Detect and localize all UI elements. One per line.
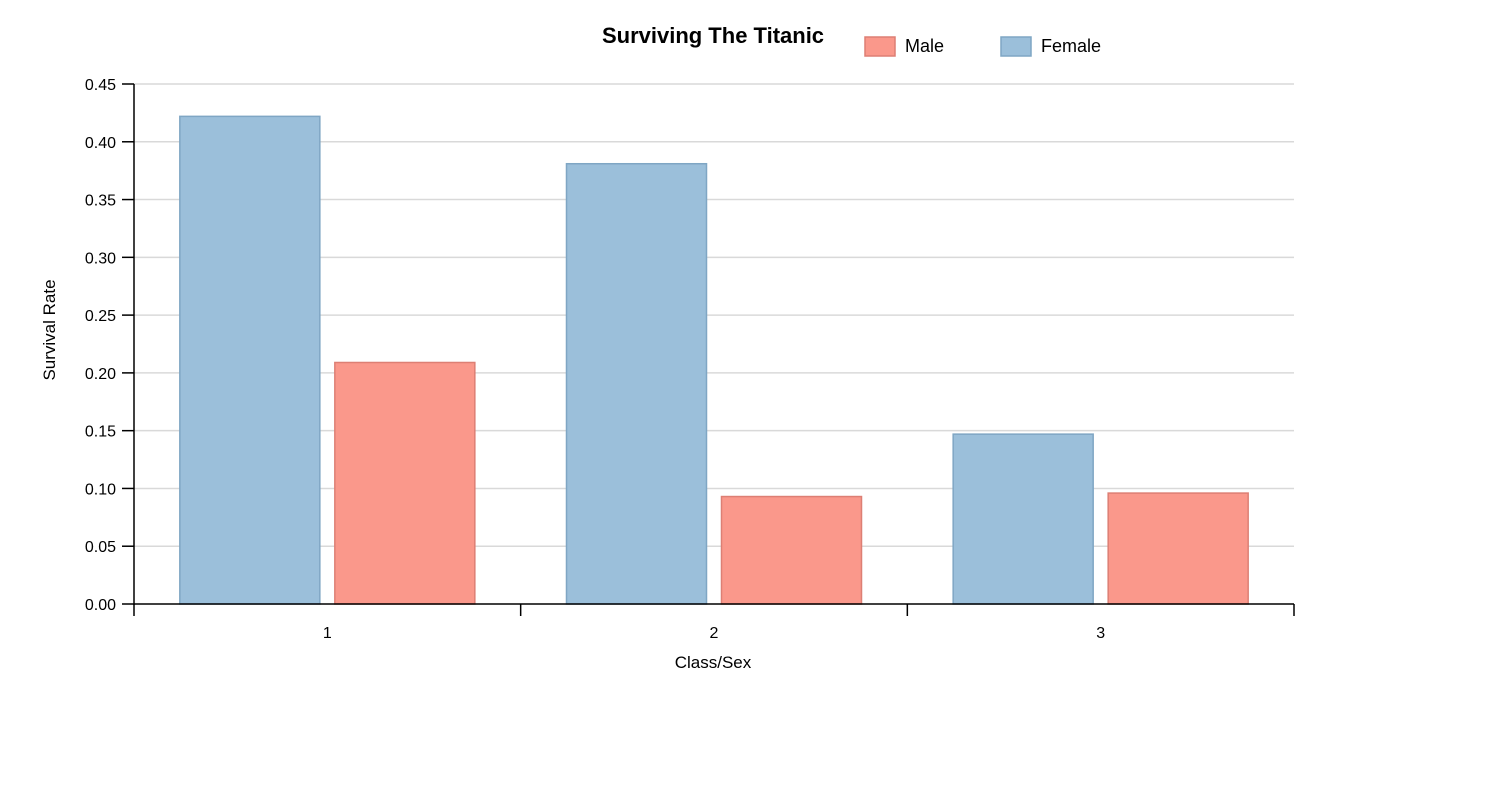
bar-female-class-2 (565, 162, 708, 605)
y-tick-label: 0.45 (85, 77, 116, 94)
y-tick-label: 0.10 (85, 481, 116, 498)
x-tick-label: 3 (1096, 625, 1105, 642)
y-tick-label: 0.35 (85, 193, 116, 210)
y-tick-label: 0.30 (85, 250, 116, 267)
bar-male-class-2 (720, 495, 863, 605)
y-axis-label: Survival Rate (40, 279, 59, 380)
legend: Male Female (864, 36, 1101, 57)
chart-title: Surviving The Titanic (602, 23, 824, 48)
x-tick-label: 2 (710, 625, 719, 642)
y-tick-label: 0.20 (85, 366, 116, 383)
axes: 0.00 0.05 0.10 0.15 0.20 0.25 0.30 0.35 0.40 0.45… (85, 77, 1295, 642)
bar-female-class-3 (952, 433, 1094, 605)
bar-male-class-3 (1107, 492, 1249, 605)
y-tick-label: 0.05 (85, 539, 116, 556)
bars (179, 115, 1249, 605)
bar-female-class-1 (179, 115, 321, 605)
gridlines (134, 83, 1294, 547)
x-tick-label: 1 (323, 625, 332, 642)
x-axis-label: Class/Sex (675, 653, 752, 672)
bar-male-class-1 (334, 361, 476, 605)
y-tick-label: 0.00 (85, 597, 116, 614)
legend-label-male: Male (905, 36, 944, 56)
y-tick-label: 0.25 (85, 308, 116, 325)
y-tick-label: 0.15 (85, 424, 116, 441)
legend-swatch-male (864, 36, 896, 57)
y-tick-label: 0.40 (85, 135, 116, 152)
legend-label-female: Female (1041, 36, 1101, 56)
legend-swatch-female (1000, 36, 1032, 57)
